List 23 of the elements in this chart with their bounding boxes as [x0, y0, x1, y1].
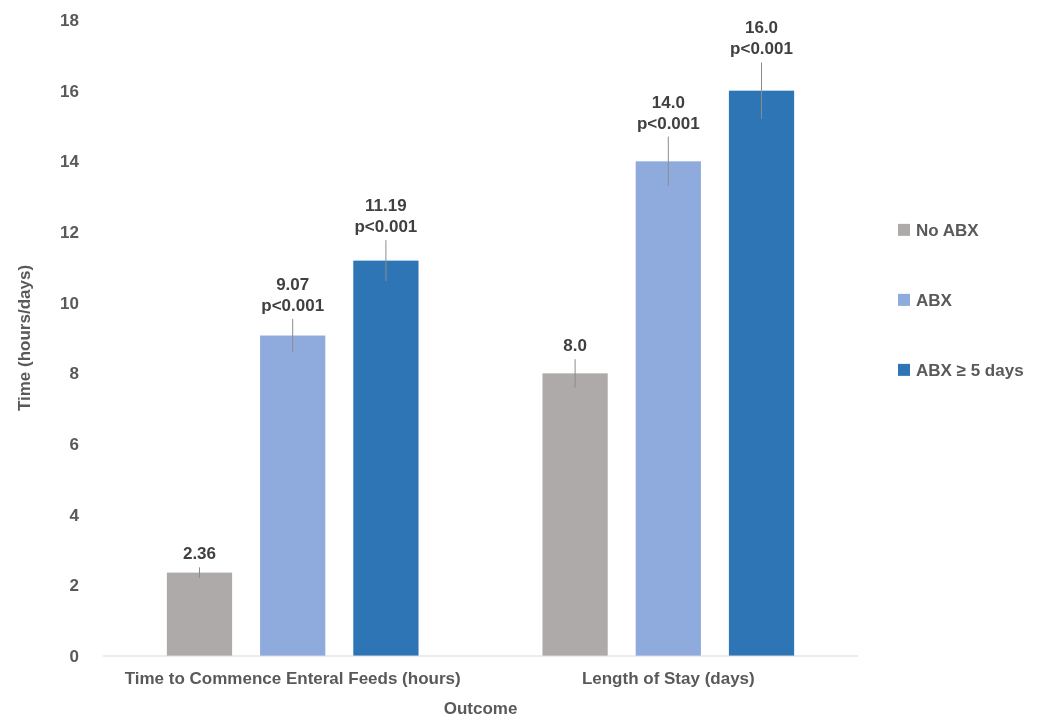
legend-label: ABX [916, 290, 953, 310]
data-label: 8.0 [563, 336, 587, 356]
y-tick-label: 0 [69, 646, 79, 666]
legend-label: No ABX [916, 220, 980, 240]
y-tick-label: 12 [60, 222, 79, 242]
y-tick-label: 6 [69, 434, 79, 454]
y-tick-label: 8 [69, 364, 79, 384]
legend-label: ABX ≥ 5 days [916, 360, 1024, 380]
y-tick-label: 16 [60, 81, 79, 101]
y-tick-label: 4 [69, 505, 80, 525]
y-axis-title: Time (hours/days) [15, 264, 34, 412]
x-axis-title: Outcome [443, 699, 518, 718]
data-label: 9.07 p<0.001 [261, 274, 325, 315]
x-tick-label: Length of Stay (days) [581, 669, 755, 688]
y-tick-label: 18 [60, 10, 79, 30]
data-label: 2.36 [182, 544, 217, 564]
data-label: 11.19 p<0.001 [354, 196, 418, 237]
y-tick-label: 14 [60, 152, 80, 172]
y-tick-label: 2 [69, 576, 79, 596]
x-tick-label: Time to Commence Enteral Feeds (hours) [124, 669, 461, 688]
y-tick-label: 10 [60, 293, 79, 313]
data-label: 16.0 p<0.001 [730, 18, 793, 59]
data-label: 14.0 p<0.001 [636, 92, 700, 133]
